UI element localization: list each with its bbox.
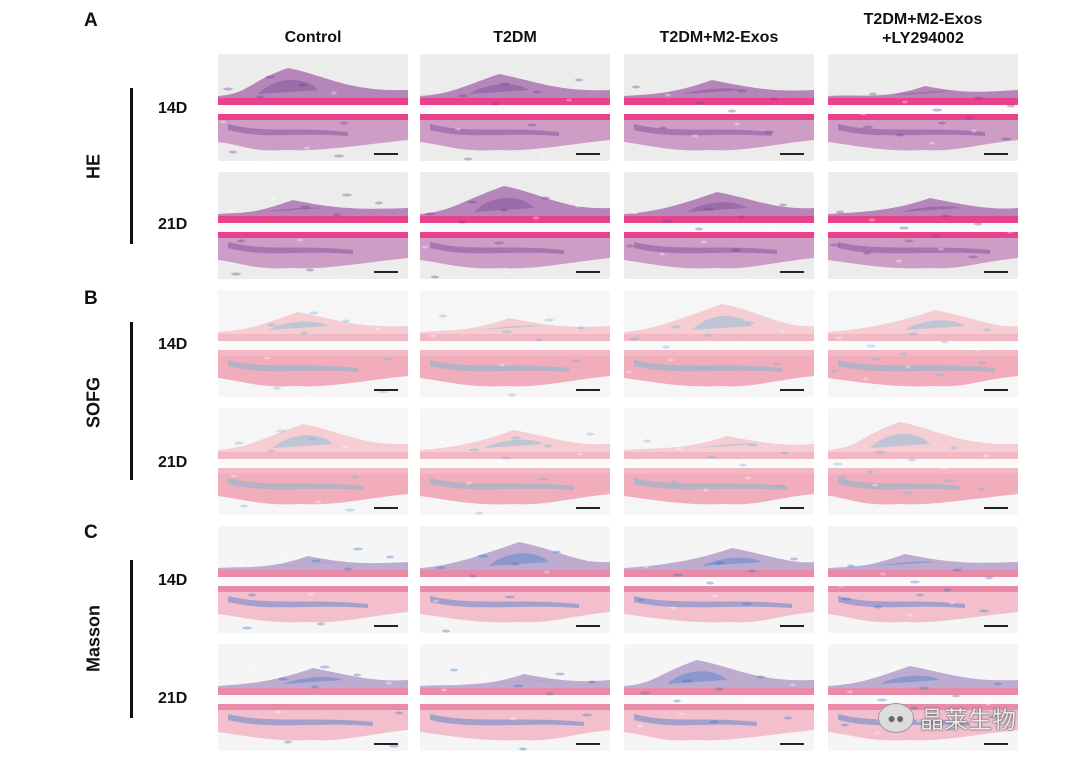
micrograph-sofg-14d-t2dm (420, 290, 610, 397)
watermark-text: 晶莱生物 (920, 706, 1016, 734)
micrograph-he-21d-t2dm (420, 172, 610, 279)
scale-bar (374, 625, 398, 627)
bracket-bar-masson (130, 560, 133, 718)
micrograph-sofg-14d-control (218, 290, 408, 397)
scale-bar (576, 271, 600, 273)
panel-letter-a: A (84, 10, 98, 31)
micrograph-sofg-14d-t2dm-m2-exos-ly294002 (828, 290, 1018, 397)
scale-bar (780, 743, 804, 745)
column-header-line1: T2DM+M2-Exos (659, 29, 779, 46)
row-label-masson-14d: 14D (158, 572, 188, 589)
row-label-he-14d: 14D (158, 100, 188, 117)
row-label-sofg-14d: 14D (158, 336, 188, 353)
bracket-bar-sofg (130, 322, 133, 480)
micrograph-masson-21d-control (218, 644, 408, 751)
scale-bar (984, 507, 1008, 509)
micrograph-sofg-21d-t2dm-m2-exos-ly294002 (828, 408, 1018, 515)
scale-bar (374, 507, 398, 509)
scale-bar (984, 389, 1008, 391)
scale-bar (984, 153, 1008, 155)
micrograph-masson-14d-control (218, 526, 408, 633)
column-header-t2dm: T2DM (420, 28, 610, 47)
micrograph-he-21d-t2dm-m2-exos (624, 172, 814, 279)
micrograph-he-14d-t2dm-m2-exos (624, 54, 814, 161)
micrograph-he-14d-t2dm (420, 54, 610, 161)
stain-label-sofg: SOFG (83, 377, 104, 429)
micrograph-he-21d-t2dm-m2-exos-ly294002 (828, 172, 1018, 279)
scale-bar (374, 271, 398, 273)
column-header-t2dm-m2-exos: T2DM+M2-Exos (624, 28, 814, 47)
micrograph-he-14d-control (218, 54, 408, 161)
micrograph-sofg-14d-t2dm-m2-exos (624, 290, 814, 397)
scale-bar (984, 743, 1008, 745)
micrograph-he-21d-control (218, 172, 408, 279)
scale-bar (780, 625, 804, 627)
column-header-line2: +LY294002 (882, 30, 964, 47)
scale-bar (984, 271, 1008, 273)
scale-bar (576, 389, 600, 391)
scale-bar (984, 625, 1008, 627)
scale-bar (576, 507, 600, 509)
scale-bar (576, 625, 600, 627)
wechat-icon: ●● (878, 702, 914, 733)
column-header-line1: T2DM (493, 29, 537, 46)
micrograph-masson-21d-t2dm-m2-exos (624, 644, 814, 751)
micrograph-he-14d-t2dm-m2-exos-ly294002 (828, 54, 1018, 161)
micrograph-masson-14d-t2dm-m2-exos-ly294002 (828, 526, 1018, 633)
micrograph-sofg-21d-t2dm-m2-exos (624, 408, 814, 515)
micrograph-masson-14d-t2dm-m2-exos (624, 526, 814, 633)
column-header-line1: Control (284, 29, 342, 46)
bracket-bar-he (130, 88, 133, 244)
scale-bar (374, 743, 398, 745)
micrograph-sofg-21d-t2dm (420, 408, 610, 515)
stain-label-he: HE (83, 154, 104, 180)
stain-label-masson: Masson (83, 604, 104, 673)
micrograph-masson-21d-t2dm-m2-exos-ly294002 (828, 644, 1018, 751)
column-header-line1: T2DM+M2-Exos (863, 11, 983, 28)
scale-bar (576, 153, 600, 155)
watermark: ●● 晶莱生物 (878, 700, 1016, 735)
scale-bar (780, 153, 804, 155)
column-header-control: Control (218, 28, 408, 47)
micrograph-sofg-21d-control (218, 408, 408, 515)
scale-bar (780, 507, 804, 509)
scale-bar (780, 389, 804, 391)
panel-letter-c: C (84, 522, 98, 543)
scale-bar (780, 271, 804, 273)
micrograph-masson-21d-t2dm (420, 644, 610, 751)
column-header-t2dm-m2-exos-ly294002: T2DM+M2-Exos +LY294002 (828, 10, 1018, 48)
row-label-masson-21d: 21D (158, 690, 188, 707)
scale-bar (576, 743, 600, 745)
micrograph-masson-14d-t2dm (420, 526, 610, 633)
row-label-he-21d: 21D (158, 216, 188, 233)
row-label-sofg-21d: 21D (158, 454, 188, 471)
scale-bar (374, 389, 398, 391)
scale-bar (374, 153, 398, 155)
panel-letter-b: B (84, 288, 98, 309)
